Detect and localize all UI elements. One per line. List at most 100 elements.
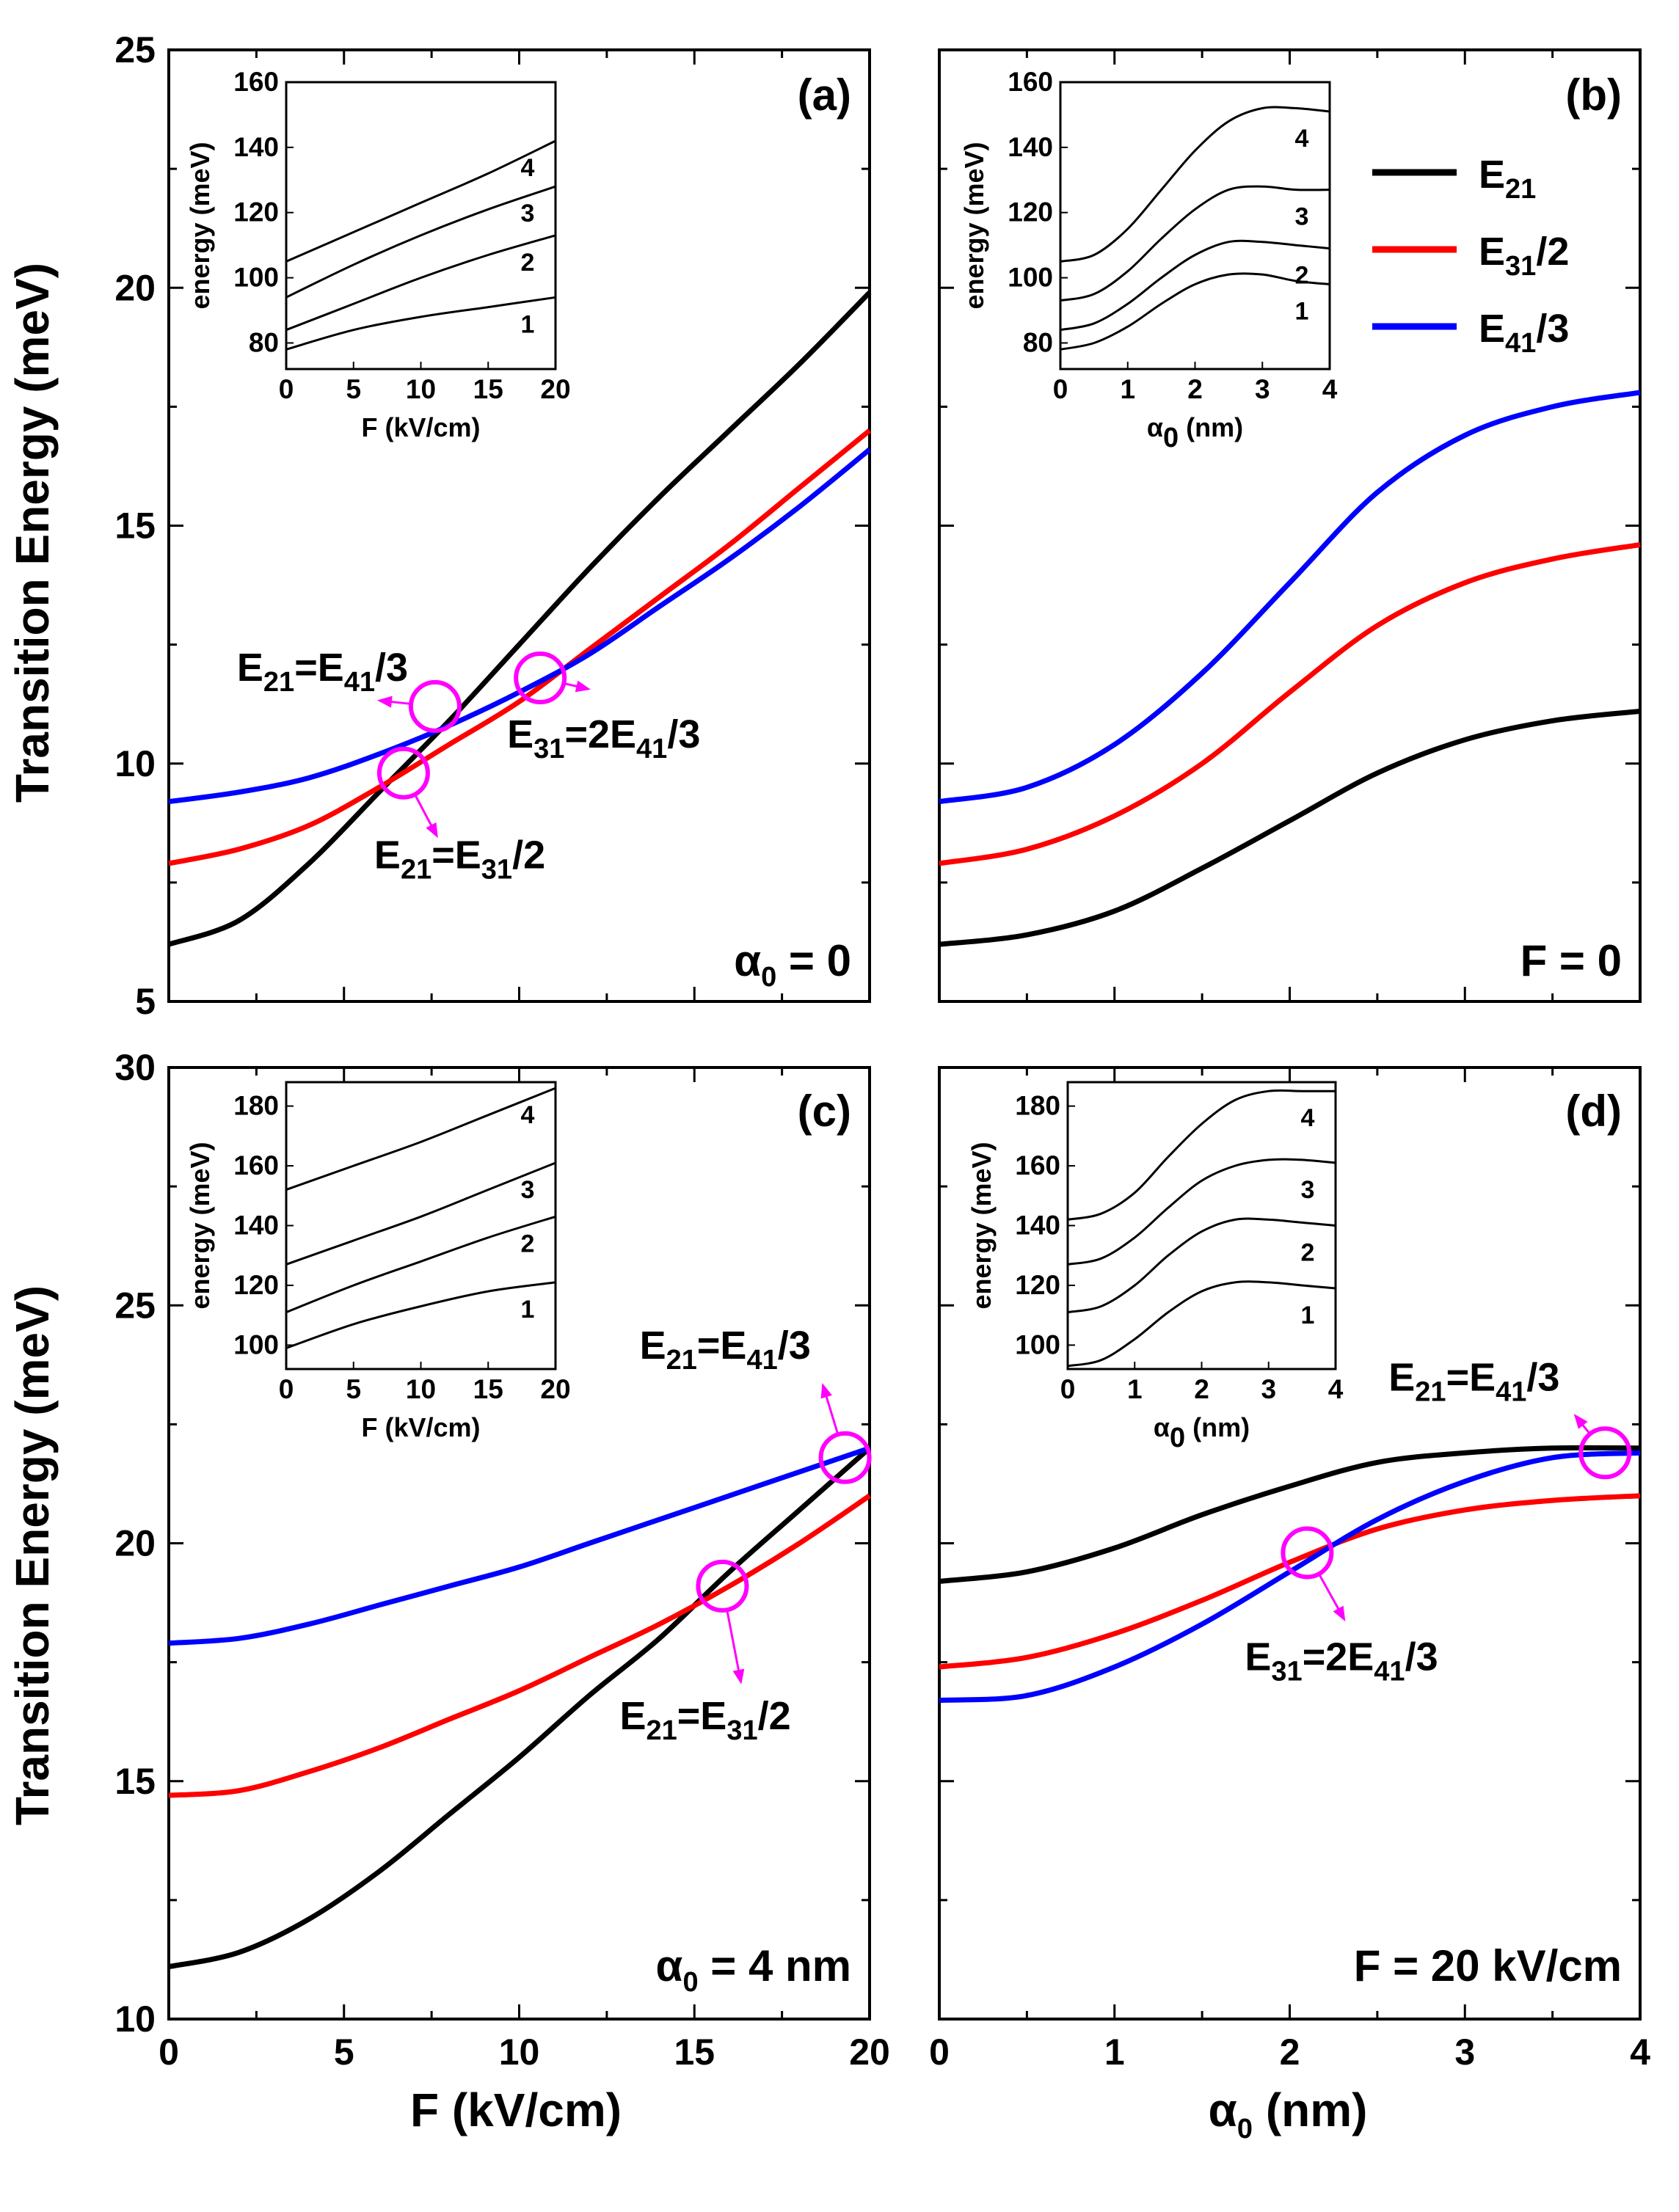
- inset-ytick-label-a: 120: [233, 197, 279, 227]
- inset-ytick-label-d: 100: [1015, 1329, 1060, 1359]
- crossing-label-a: E21=E31/2: [374, 833, 545, 886]
- inset-frame-d: [1066, 1081, 1337, 1370]
- inset-xtick-label-d: 1: [1127, 1374, 1143, 1404]
- inset-frame-b: [1059, 81, 1331, 371]
- xtick-label-d: 4: [1630, 2032, 1650, 2073]
- inset-xtick-label-d: 4: [1328, 1374, 1344, 1404]
- inset-curve-c-1: [285, 1281, 556, 1349]
- inset-xtick-label-c: 15: [473, 1374, 503, 1404]
- inset-ytick-label-a: 140: [233, 132, 279, 162]
- inset-frame-a: [285, 81, 557, 371]
- inset-curve-label-c: 1: [521, 1296, 535, 1324]
- inset-ytick-label-d: 160: [1015, 1150, 1060, 1180]
- inset-curve-c-3: [285, 1161, 556, 1266]
- inset-ytick-label-c: 100: [233, 1329, 279, 1359]
- series-line-c-E21: [168, 1446, 872, 1970]
- ytick-label-c: 15: [114, 1761, 156, 1802]
- inset-xtick-label-c: 5: [346, 1374, 361, 1404]
- xlabel-d: α0 (nm): [1209, 2084, 1368, 2145]
- inset-curve-d-3: [1067, 1158, 1336, 1266]
- inset-curve-d-2: [1067, 1217, 1336, 1314]
- panel-tag-a: (a): [798, 70, 851, 120]
- arrow-head-d: [1333, 1605, 1346, 1621]
- inset-ytick-label-b: 100: [1008, 263, 1053, 293]
- arrow-head-a: [376, 696, 393, 708]
- panel-tag-c: (c): [798, 1087, 851, 1136]
- inset-ytick-label-b: 160: [1008, 67, 1053, 97]
- inset-curve-label-a: 3: [521, 200, 535, 227]
- ytick-label-c: 20: [114, 1523, 156, 1564]
- ytick-label-a: 5: [135, 981, 156, 1022]
- inset-xlabel-a: F (kV/cm): [361, 412, 480, 442]
- inset-ytick-label-c: 180: [233, 1091, 279, 1121]
- series-line-b-E41-3: [939, 390, 1641, 805]
- inset-xlabel-b: α0 (nm): [1147, 412, 1243, 453]
- inset-curve-label-a: 4: [521, 154, 535, 182]
- inset-ytick-label-d: 140: [1015, 1211, 1060, 1241]
- condition-label-c: α0 = 4 nm: [656, 1941, 851, 1998]
- inset-ylabel-d: energy (meV): [966, 1142, 997, 1309]
- xlabel-c: F (kV/cm): [410, 2084, 622, 2136]
- inset-curve-d-1: [1067, 1280, 1336, 1368]
- inset-xtick-label-b: 0: [1053, 374, 1068, 404]
- inset-ylabel-b: energy (meV): [959, 142, 989, 309]
- ytick-label-a: 10: [114, 743, 156, 784]
- legend-label-e21: E21: [1479, 153, 1536, 205]
- crossing-marker-c: [818, 1431, 872, 1484]
- inset-frame-c: [285, 1081, 557, 1370]
- inset-xtick-label-a: 15: [473, 374, 503, 404]
- crossing-marker-a: [514, 651, 567, 705]
- inset-xlabel-c: F (kV/cm): [361, 1412, 480, 1442]
- xtick-label-d: 2: [1280, 2032, 1300, 2073]
- inset-a: 80 100 120 140 160 0 5 10 15 20 energy (meV) F (kV/…: [185, 67, 571, 442]
- crossing-label-c: E21=E41/3: [640, 1324, 811, 1376]
- panel-tag-d: (d): [1565, 1087, 1622, 1136]
- inset-curve-label-c: 2: [521, 1230, 535, 1258]
- inset-ytick-label-c: 160: [233, 1150, 279, 1180]
- crossing-label-c: E21=E31/2: [619, 1694, 790, 1746]
- xtick-label-c: 20: [849, 2032, 890, 2073]
- inset-curve-label-b: 3: [1295, 203, 1309, 231]
- inset-curve-b-3: [1060, 185, 1330, 302]
- arrow-head-a: [575, 680, 591, 693]
- inset-ytick-label-b: 120: [1008, 197, 1053, 227]
- series-line-c-E41-3: [168, 1445, 871, 1646]
- inset-curve-label-b: 4: [1295, 125, 1309, 153]
- series-line-d-E31-2: [939, 1493, 1641, 1670]
- inset-ylabel-c: energy (meV): [185, 1142, 215, 1309]
- inset-curve-label-d: 2: [1301, 1239, 1315, 1267]
- inset-d: 100 120 140 160 180 0 1 2 3 4 energy (meV) α0 (nm) 1…: [966, 1081, 1344, 1453]
- inset-curve-a-3: [285, 185, 556, 299]
- inset-xtick-label-c: 20: [540, 1374, 570, 1404]
- ylabel-top: Transition Energy (meV): [6, 263, 59, 803]
- inset-ytick-label-a: 80: [249, 327, 279, 357]
- xtick-label-d: 0: [929, 2032, 950, 2073]
- series-line-d-E21: [939, 1445, 1641, 1584]
- panel-d: 0 1 2 3 4 (d) F = 20 kV/cm E21=E41/3 E31=2E41/3 1…: [929, 1066, 1650, 2073]
- series-line-a-E41-3: [168, 447, 872, 805]
- inset-curve-d-4: [1067, 1089, 1336, 1221]
- inset-ytick-label-a: 160: [233, 67, 279, 97]
- crossing-label-d: E21=E41/3: [1388, 1355, 1559, 1407]
- inset-xtick-label-d: 0: [1060, 1374, 1076, 1404]
- arrow-line-c: [726, 1609, 742, 1682]
- legend-label-e31: E31/2: [1479, 230, 1569, 282]
- series-line-a-E21: [167, 291, 872, 947]
- xtick-label-c: 5: [334, 2032, 354, 2073]
- inset-curve-label-d: 1: [1301, 1302, 1315, 1329]
- inset-b: 80 100 120 140 160 0 1 2 3 4 energy (meV) α0 (nm) 1 2…: [959, 67, 1338, 453]
- inset-xtick-label-b: 1: [1120, 374, 1135, 404]
- panel-b: (b) F = 0 80 100 120 140 160 0 1 2 3 4 energy (meV) α…: [938, 48, 1642, 1003]
- inset-curve-a-2: [285, 234, 556, 332]
- inset-ytick-label-a: 100: [233, 263, 279, 293]
- arrow-head-a: [426, 822, 438, 839]
- series-line-a-E31-2: [168, 428, 872, 866]
- inset-curve-label-a: 2: [521, 249, 535, 277]
- ytick-label-c: 25: [114, 1285, 156, 1326]
- crossing-marker-d: [1578, 1426, 1632, 1480]
- ytick-label-a: 20: [114, 267, 156, 308]
- inset-curve-label-d: 3: [1301, 1176, 1315, 1204]
- legend: E21 E31/2 E41/3: [1372, 153, 1569, 359]
